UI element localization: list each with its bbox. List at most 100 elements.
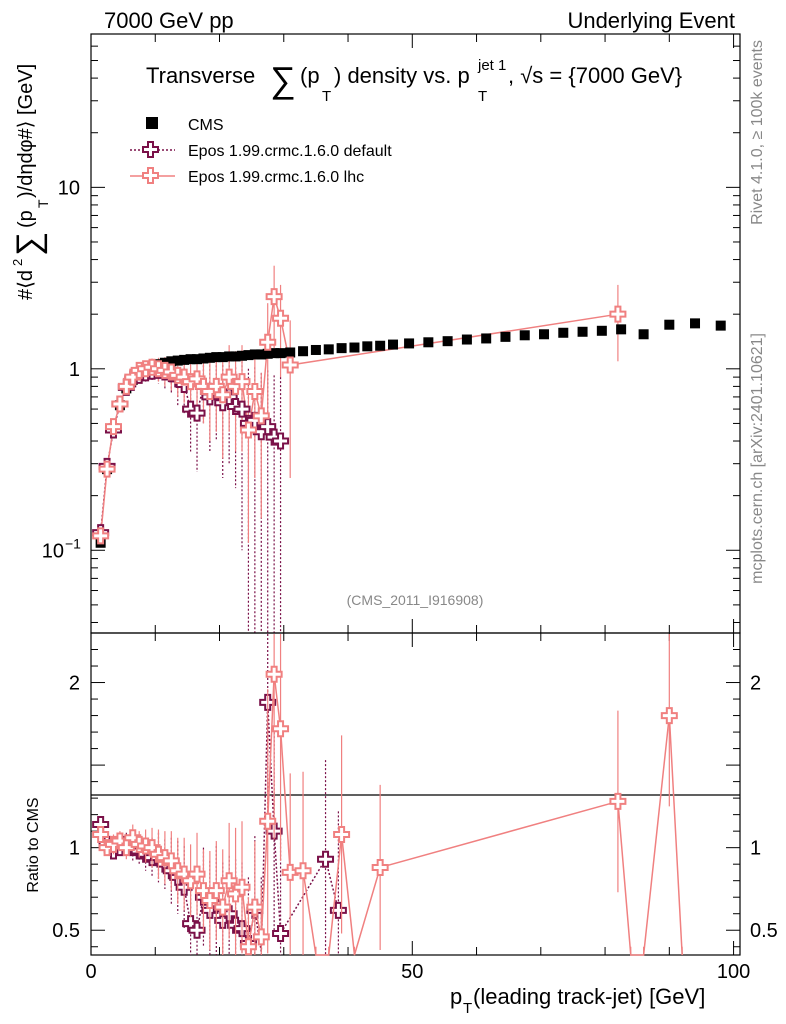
title-sigma: ∑	[270, 59, 296, 100]
mcplots-label: mcplots.cern.ch [arXiv:2401.10621]	[749, 333, 766, 584]
y-tick-label: 10	[42, 540, 64, 562]
default-point	[233, 400, 251, 418]
ratio-lhc-point	[265, 665, 283, 683]
ylabel-sigma: ∑	[10, 232, 48, 256]
cms-point	[269, 348, 280, 359]
cms-point	[275, 348, 286, 359]
cms-point	[375, 340, 386, 351]
ratio-lhc-point	[188, 865, 206, 883]
ratio-data-marks	[92, 634, 683, 956]
ylabel-p: (p	[15, 210, 37, 228]
ratio-lhc-point	[239, 938, 257, 956]
legend: CMS Epos 1.99.crmc.1.6.0 default Epos 1.…	[130, 117, 392, 186]
y-tick-label-sup: −1	[65, 535, 81, 551]
title-mid: (p	[300, 63, 320, 88]
ratio-lhc-point	[201, 892, 219, 910]
title-prefix: Transverse	[146, 63, 255, 88]
cms-point	[192, 354, 203, 365]
ratio-lhc-point	[252, 928, 270, 946]
cms-point	[185, 354, 196, 365]
legend-default-label: Epos 1.99.crmc.1.6.0 default	[188, 143, 392, 160]
cms-point	[237, 350, 248, 361]
legend-cms-label: CMS	[188, 117, 224, 134]
lhc-point	[272, 309, 290, 327]
y-axis-label: #⟨d 2 ∑ (p T )/dηdφ#⟩ [GeV]	[10, 64, 51, 300]
cms-point	[198, 353, 209, 364]
ratio-line-1	[99, 674, 683, 956]
y-tick-label: 1	[69, 359, 80, 381]
cms-point	[596, 325, 607, 336]
cms-point	[577, 326, 588, 337]
ratio-tick-label-left: 2	[69, 673, 80, 695]
y-tick-label: 10	[58, 177, 80, 199]
ratio-lhc-point	[182, 872, 200, 890]
ratio-lhc-point	[259, 812, 277, 830]
cms-point	[664, 319, 675, 330]
ratio-default-point	[317, 850, 335, 868]
cms-point	[404, 338, 415, 349]
ratio-tick-label-left: 0.5	[52, 920, 80, 942]
lhc-point	[92, 527, 110, 545]
ratio-lhc-point	[117, 839, 135, 857]
ratio-lhc-point	[371, 858, 389, 876]
rivet-label: Rivet 4.1.0, ≥ 100k events	[749, 40, 766, 225]
cms-point	[243, 350, 254, 361]
ylabel-sup: 2	[10, 259, 25, 266]
lhc-point	[281, 356, 299, 374]
main-data-marks	[92, 265, 726, 633]
cms-point	[616, 324, 627, 335]
default-point	[265, 428, 283, 446]
lhc-point	[117, 377, 135, 395]
title-suffix: , √s = {7000 GeV}	[508, 63, 682, 88]
ratio-lhc-point	[609, 792, 627, 810]
ratio-plot-frame	[90, 632, 741, 956]
cms-point	[715, 320, 726, 331]
cms-point	[217, 352, 228, 363]
xlabel-p: p	[450, 984, 462, 1009]
ratio-default-point	[272, 925, 290, 943]
ratio-tick-label-right: 2	[750, 673, 761, 695]
ratio-lhc-point	[207, 882, 225, 900]
ratio-lhc-point	[214, 898, 232, 916]
cms-point	[690, 318, 701, 329]
cms-point	[262, 348, 273, 359]
lhc-point	[252, 407, 270, 425]
cms-point	[166, 356, 177, 367]
analysis-watermark: (CMS_2011_I916908)	[347, 592, 484, 608]
lhc-point	[214, 386, 232, 404]
x-tick-label: 0	[85, 961, 96, 983]
cms-point	[349, 342, 360, 353]
cms-point	[310, 344, 321, 355]
lhc-point	[124, 368, 142, 386]
cms-point	[539, 329, 550, 340]
cms-point	[285, 347, 296, 358]
title-p-sup: jet 1	[477, 57, 506, 74]
ratio-lhc-point	[272, 720, 290, 738]
ratio-lhc-point	[227, 885, 245, 903]
cms-point	[519, 330, 530, 341]
ratio-lhc-point	[233, 878, 251, 896]
cms-point	[362, 341, 373, 352]
ratio-tick-label-right: 0.5	[750, 920, 778, 942]
ylabel-sub: T	[35, 199, 51, 208]
ratio-default-point	[188, 921, 206, 939]
ratio-lhc-point	[660, 707, 678, 725]
cms-point	[179, 354, 190, 365]
ratio-lhc-point	[333, 825, 351, 843]
x-tick-label: 50	[401, 961, 423, 983]
title-mid-sub: T	[322, 88, 331, 105]
lhc-point	[246, 382, 264, 400]
header-left: 7000 GeV pp	[104, 8, 234, 33]
title-mid2: ) density vs. p	[334, 63, 470, 88]
cms-point	[500, 331, 511, 342]
ratio-tick-label-left: 1	[69, 838, 80, 860]
legend-lhc-marker	[130, 167, 175, 184]
cms-point	[211, 352, 222, 363]
default-point	[188, 404, 206, 422]
ratio-y-axis-label: Ratio to CMS	[25, 797, 42, 892]
cms-point	[230, 351, 241, 362]
xlabel-sub: T	[463, 1000, 472, 1017]
